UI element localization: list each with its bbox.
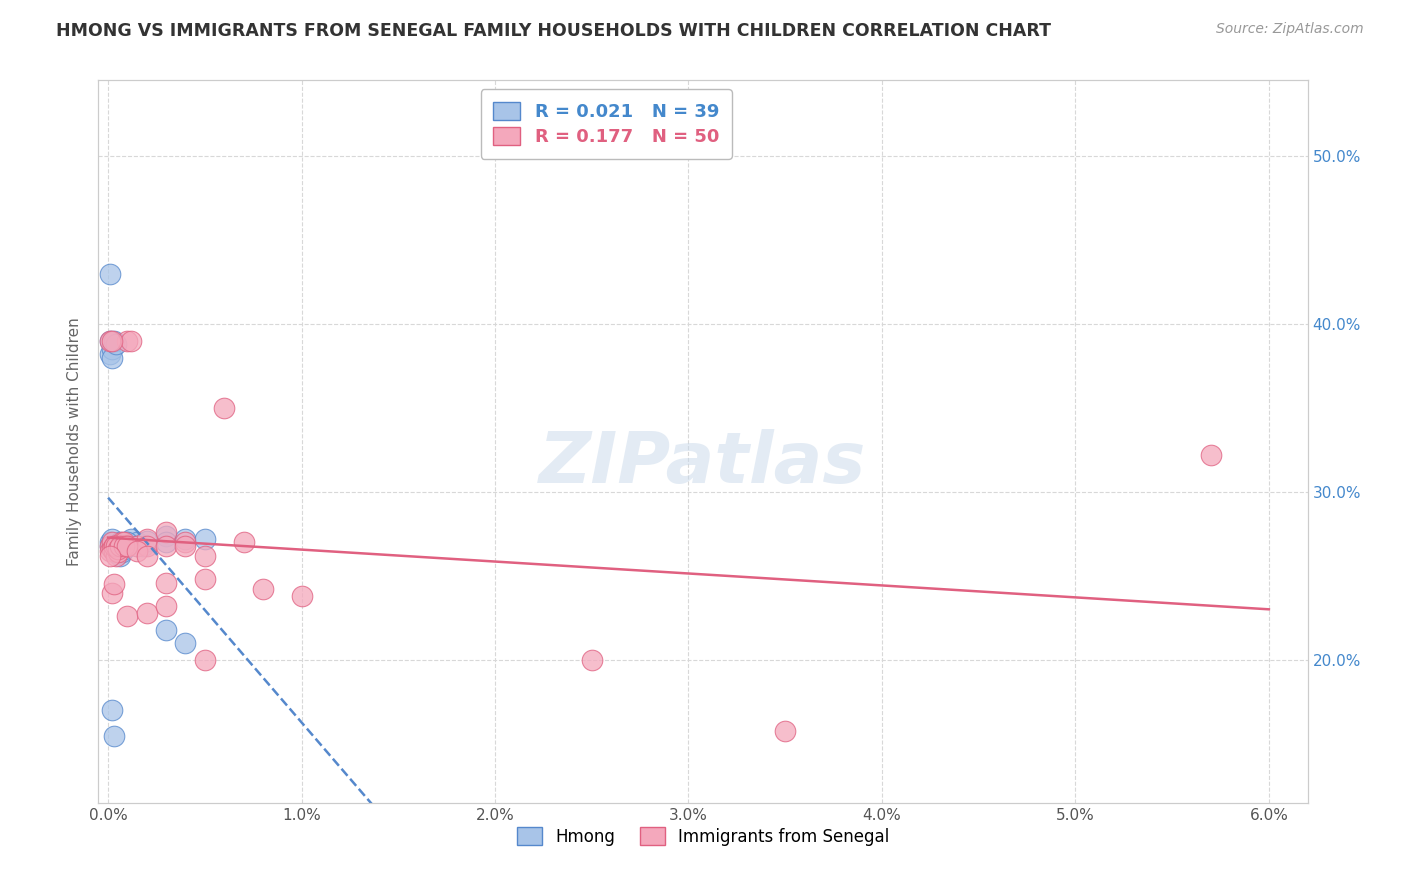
Point bbox=[155, 539, 177, 553]
Point bbox=[120, 334, 142, 348]
Point bbox=[127, 539, 149, 553]
Point bbox=[1199, 448, 1222, 462]
Point bbox=[101, 351, 124, 365]
Point bbox=[252, 582, 274, 597]
Point bbox=[107, 539, 129, 553]
Point bbox=[103, 577, 125, 591]
Point bbox=[104, 543, 127, 558]
Point bbox=[104, 539, 127, 553]
Point bbox=[98, 334, 121, 348]
Point bbox=[103, 543, 125, 558]
Point bbox=[103, 729, 125, 743]
Point bbox=[127, 543, 149, 558]
Point bbox=[101, 542, 124, 557]
Point bbox=[101, 532, 124, 546]
Point bbox=[108, 539, 131, 553]
Point bbox=[117, 535, 139, 549]
Point bbox=[174, 532, 197, 546]
Point bbox=[112, 542, 135, 557]
Point bbox=[98, 549, 121, 563]
Point bbox=[108, 535, 131, 549]
Point bbox=[101, 539, 124, 553]
Point bbox=[773, 723, 796, 738]
Point bbox=[135, 533, 157, 548]
Point bbox=[581, 653, 603, 667]
Point bbox=[107, 545, 129, 559]
Point bbox=[155, 528, 177, 542]
Point bbox=[117, 539, 139, 553]
Point bbox=[101, 703, 124, 717]
Point bbox=[108, 539, 131, 553]
Point bbox=[98, 543, 121, 558]
Point bbox=[104, 541, 127, 555]
Point bbox=[103, 334, 125, 348]
Point bbox=[194, 653, 217, 667]
Point bbox=[135, 532, 157, 546]
Point bbox=[155, 575, 177, 590]
Point bbox=[103, 543, 125, 558]
Point bbox=[290, 589, 312, 603]
Point bbox=[101, 334, 124, 348]
Point bbox=[111, 545, 134, 559]
Point bbox=[194, 549, 217, 563]
Point bbox=[98, 535, 121, 549]
Point bbox=[98, 334, 121, 348]
Point bbox=[104, 337, 127, 351]
Text: ZIPatlas: ZIPatlas bbox=[540, 429, 866, 498]
Point bbox=[98, 347, 121, 361]
Text: Source: ZipAtlas.com: Source: ZipAtlas.com bbox=[1216, 22, 1364, 37]
Point bbox=[155, 623, 177, 637]
Point bbox=[132, 539, 155, 553]
Point bbox=[155, 535, 177, 549]
Point bbox=[135, 606, 157, 620]
Point bbox=[155, 525, 177, 540]
Point bbox=[155, 599, 177, 614]
Point bbox=[107, 542, 129, 557]
Point bbox=[127, 539, 149, 553]
Point bbox=[194, 532, 217, 546]
Point bbox=[103, 539, 125, 553]
Point bbox=[98, 267, 121, 281]
Text: HMONG VS IMMIGRANTS FROM SENEGAL FAMILY HOUSEHOLDS WITH CHILDREN CORRELATION CHA: HMONG VS IMMIGRANTS FROM SENEGAL FAMILY … bbox=[56, 22, 1052, 40]
Point bbox=[120, 532, 142, 546]
Point bbox=[104, 549, 127, 563]
Point bbox=[108, 543, 131, 558]
Point bbox=[103, 539, 125, 553]
Point bbox=[117, 535, 139, 549]
Point bbox=[135, 539, 157, 553]
Point bbox=[117, 539, 139, 553]
Point bbox=[101, 535, 124, 549]
Point bbox=[117, 539, 139, 553]
Y-axis label: Family Households with Children: Family Households with Children bbox=[67, 318, 83, 566]
Point bbox=[112, 539, 135, 553]
Point bbox=[174, 539, 197, 553]
Point bbox=[127, 535, 149, 549]
Point bbox=[232, 535, 254, 549]
Point bbox=[111, 535, 134, 549]
Point bbox=[174, 636, 197, 650]
Legend: Hmong, Immigrants from Senegal: Hmong, Immigrants from Senegal bbox=[510, 821, 896, 852]
Point bbox=[194, 572, 217, 586]
Point bbox=[108, 549, 131, 563]
Point bbox=[98, 539, 121, 553]
Point bbox=[103, 539, 125, 553]
Point bbox=[107, 542, 129, 557]
Point bbox=[107, 539, 129, 553]
Point bbox=[101, 586, 124, 600]
Point bbox=[135, 549, 157, 563]
Point bbox=[104, 539, 127, 553]
Point bbox=[212, 401, 235, 415]
Point bbox=[101, 342, 124, 356]
Point bbox=[117, 334, 139, 348]
Point bbox=[98, 539, 121, 553]
Point bbox=[107, 547, 129, 561]
Point bbox=[117, 609, 139, 624]
Point bbox=[112, 535, 135, 549]
Point bbox=[174, 535, 197, 549]
